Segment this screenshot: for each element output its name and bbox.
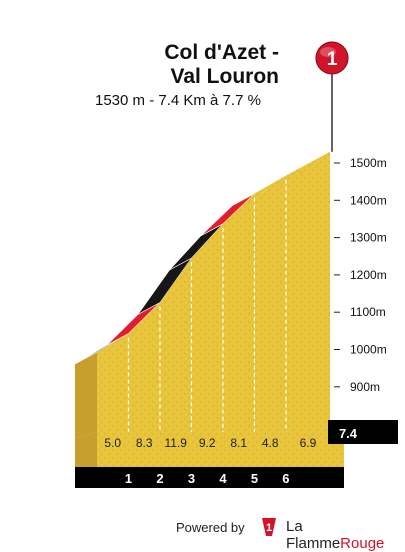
km-tick-label: 3: [188, 471, 195, 486]
grade-label: 5.0: [104, 436, 121, 450]
brand-name: La FlammeRouge: [286, 518, 405, 552]
powered-by-text: Powered by: [176, 520, 245, 535]
summit-marker-shine: [320, 47, 336, 57]
brand-name-main: La Flamme: [286, 518, 341, 552]
chart-subtitle: 1530 m - 7.4 Km à 7.7 %: [95, 92, 261, 109]
km-tick-label: 4: [219, 471, 227, 486]
grade-label: 11.9: [164, 436, 187, 450]
grade-label: 8.1: [230, 436, 247, 450]
chart-title-line-2: Val Louron: [170, 65, 279, 88]
y-tick-label: 900m: [350, 380, 380, 394]
y-tick-label: 1500m: [350, 156, 387, 170]
grade-label: 8.3: [136, 436, 153, 450]
y-tick-label: 1100m: [350, 305, 386, 319]
brand-name-accent: Rouge: [340, 535, 385, 552]
flame-logo-icon: 1: [262, 518, 276, 536]
y-tick-label: 1000m: [350, 343, 387, 357]
chart-title-line-1: Col d'Azet -: [164, 41, 279, 64]
base-band: [75, 467, 344, 488]
y-tick-label: 1400m: [350, 193, 387, 207]
y-tick-label: 1300m: [350, 231, 387, 245]
footer-branding: Powered by 1 La FlammeRouge: [0, 516, 405, 552]
y-tick-label: 1200m: [350, 268, 387, 282]
km-tick-label: 6: [282, 471, 289, 486]
grade-label: 4.8: [262, 436, 279, 450]
summit-marker-label: 1: [327, 49, 338, 70]
km-tick-label: 2: [156, 471, 163, 486]
distance-end-box: [328, 420, 398, 444]
km-tick-label: 1: [125, 471, 132, 486]
grade-label: 6.9: [300, 436, 317, 450]
grade-label: 9.2: [199, 436, 216, 450]
profile-front-face: [97, 151, 330, 432]
total-distance-label: 7.4: [339, 426, 358, 441]
summit-marker-icon: [315, 41, 349, 75]
km-tick-label: 5: [251, 471, 258, 486]
logo-glyph: 1: [266, 522, 272, 534]
base-upper: [97, 432, 344, 467]
profile-side-face: [75, 352, 97, 438]
